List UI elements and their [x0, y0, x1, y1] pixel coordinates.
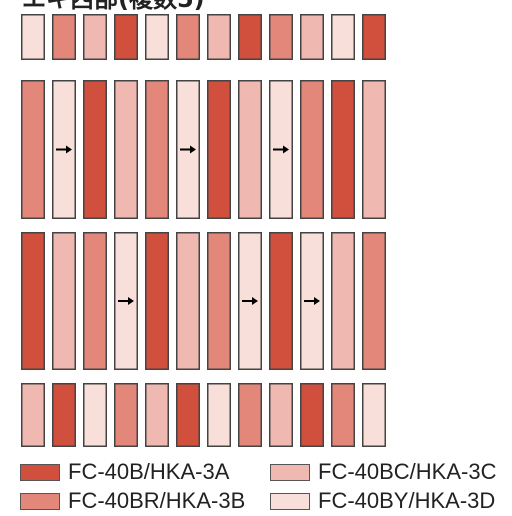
legend-swatch-3 — [270, 492, 310, 510]
legend-label-2: FC-40BR/HKA-3B — [68, 488, 246, 513]
tile-r0-c7 — [238, 14, 262, 60]
tile-r3-c10 — [331, 383, 355, 447]
tile-r3-c8 — [269, 383, 293, 447]
tile-r1-c0 — [21, 80, 45, 219]
legend-label-0: FC-40B/HKA-3A — [68, 459, 230, 484]
legend-swatch-2 — [20, 492, 60, 510]
tile-r1-c2 — [83, 80, 107, 219]
tile-r1-c6 — [207, 80, 231, 219]
tile-r1-c11 — [362, 80, 386, 219]
tile-r3-c3 — [114, 383, 138, 447]
legend-label-3: FC-40BY/HKA-3D — [318, 488, 496, 513]
legend-item-3: FC-40BY/HKA-3D — [270, 488, 495, 514]
tile-r0-c4 — [145, 14, 169, 60]
tile-r3-c11 — [362, 383, 386, 447]
legend-swatch-0 — [20, 463, 60, 481]
tile-r0-c10 — [331, 14, 355, 60]
diagram-title: エキ西部(複数5) — [22, 0, 205, 13]
tile-r2-c5 — [176, 232, 200, 370]
legend-item-0: FC-40B/HKA-3A — [20, 459, 229, 485]
arrow-icon — [273, 145, 289, 154]
tile-r3-c1 — [52, 383, 76, 447]
tile-r2-c8 — [269, 232, 293, 370]
tile-r3-c9 — [300, 383, 324, 447]
tile-r0-c9 — [300, 14, 324, 60]
tile-r0-c11 — [362, 14, 386, 60]
tile-r2-c0 — [21, 232, 45, 370]
tile-r2-c2 — [83, 232, 107, 370]
tile-r2-c11 — [362, 232, 386, 370]
tile-r1-c7 — [238, 80, 262, 219]
tile-r2-c10 — [331, 232, 355, 370]
tile-r1-c9 — [300, 80, 324, 219]
tile-r0-c5 — [176, 14, 200, 60]
arrow-icon — [242, 297, 258, 305]
tile-r2-c4 — [145, 232, 169, 370]
arrow-icon — [56, 145, 72, 154]
tile-r2-c1 — [52, 232, 76, 370]
tile-r3-c5 — [176, 383, 200, 447]
tile-r3-c4 — [145, 383, 169, 447]
tile-r3-c6 — [207, 383, 231, 447]
arrow-icon — [180, 145, 196, 154]
tile-r0-c8 — [269, 14, 293, 60]
tile-r2-c6 — [207, 232, 231, 370]
tile-r3-c7 — [238, 383, 262, 447]
tile-grid — [21, 14, 386, 447]
arrow-icon — [304, 297, 320, 305]
tile-r1-c3 — [114, 80, 138, 219]
tile-r0-c6 — [207, 14, 231, 60]
tile-r3-c2 — [83, 383, 107, 447]
legend-item-1: FC-40BC/HKA-3C — [270, 459, 496, 485]
legend-swatch-1 — [270, 463, 310, 481]
legend-label-1: FC-40BC/HKA-3C — [318, 459, 497, 484]
tile-r0-c0 — [21, 14, 45, 60]
tile-r0-c2 — [83, 14, 107, 60]
tile-r1-c4 — [145, 80, 169, 219]
arrow-icon — [118, 297, 134, 305]
legend-item-2: FC-40BR/HKA-3B — [20, 488, 245, 514]
tile-r1-c10 — [331, 80, 355, 219]
tile-r0-c3 — [114, 14, 138, 60]
tile-r3-c0 — [21, 383, 45, 447]
tile-r0-c1 — [52, 14, 76, 60]
